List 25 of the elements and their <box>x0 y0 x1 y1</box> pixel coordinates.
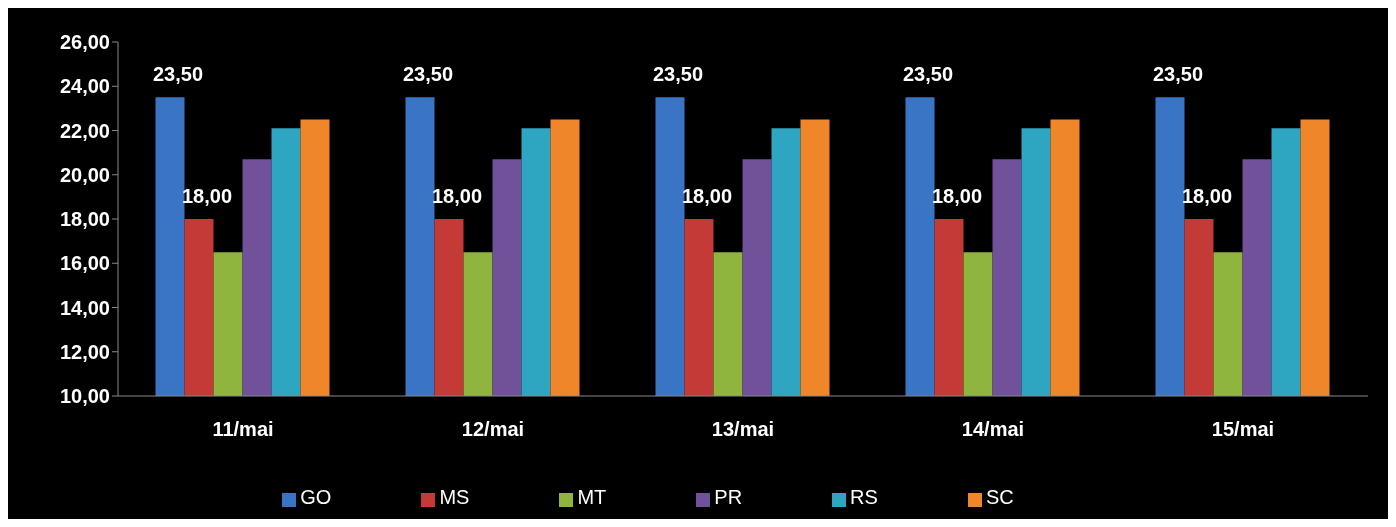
y-tick-label: 26,00 <box>59 31 110 54</box>
x-tick-label: 11/mai <box>212 418 274 441</box>
x-tick-label: 13/mai <box>711 418 775 441</box>
x-tick-label: 14/mai <box>961 418 1025 441</box>
x-tick-label: 15/mai <box>1211 418 1275 441</box>
data-label: 23,50 <box>1152 63 1204 86</box>
y-tick-label: 22,00 <box>59 119 110 142</box>
data-label: 23,50 <box>152 63 204 86</box>
data-label: 23,50 <box>402 63 454 86</box>
data-label: 23,50 <box>652 63 704 86</box>
legend-label: RS <box>850 486 878 508</box>
y-tick-label: 12,00 <box>59 340 110 363</box>
y-tick-label: 18,00 <box>59 208 110 231</box>
y-tick-label: 16,00 <box>59 252 110 275</box>
legend-label: GO <box>300 486 332 508</box>
y-tick-label: 24,00 <box>59 75 110 98</box>
data-label: 23,50 <box>902 63 954 86</box>
legend-label: PR <box>714 486 743 508</box>
legend-label: MT <box>577 486 607 508</box>
y-tick-label: 20,00 <box>59 163 110 186</box>
x-tick-label: 12/mai <box>461 418 525 441</box>
y-tick-label: 14,00 <box>59 296 110 319</box>
legend-label: SC <box>985 486 1014 508</box>
y-tick-label: 10,00 <box>59 385 110 408</box>
legend-label: MS <box>439 486 470 508</box>
